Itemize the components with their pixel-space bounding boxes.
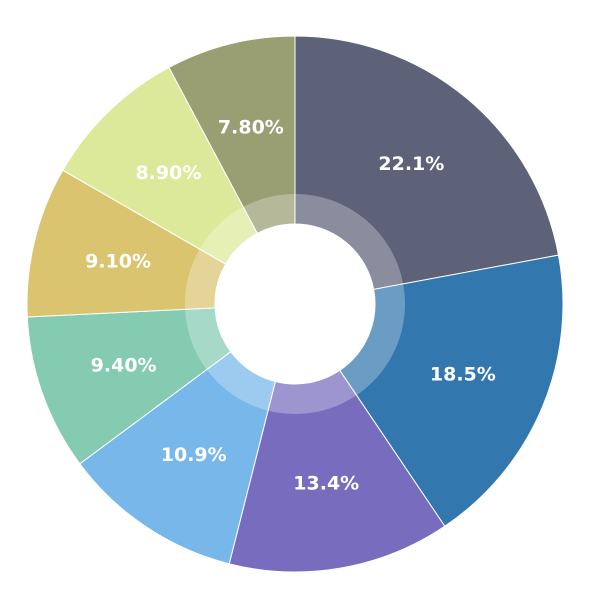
slice-data-label-5: 9.40% (91, 354, 157, 376)
slices-layer (26, 35, 564, 573)
labels-layer: 22.1% 18.5% 13.4% 10.9% 9.40% 9.10% 8.90% 7.80% (85, 116, 496, 494)
inner-ring-segment-8 (243, 194, 295, 234)
slice-data-label-2: 18.5% (430, 363, 496, 385)
slice-data-label-4: 10.9% (161, 444, 227, 466)
slice-data-label-8: 7.80% (218, 116, 284, 138)
slice-data-label-7: 8.90% (135, 162, 201, 184)
inner-ring-segment-5 (185, 307, 231, 370)
inner-ring-segment-1 (295, 194, 404, 290)
slice-data-label-3: 13.4% (293, 472, 359, 494)
inner-ring-segment-3 (268, 370, 357, 414)
inner-ring-segment-7 (199, 206, 258, 265)
slice-data-label-6: 9.10% (85, 250, 151, 272)
inner-ring-segment-6 (184, 249, 226, 310)
inner-ring-segment-4 (206, 351, 276, 411)
slice-data-label-1: 22.1% (378, 153, 444, 175)
inner-ring-layer (184, 194, 405, 414)
donut-center-hole (215, 224, 375, 384)
inner-ring-segment-2 (339, 283, 405, 396)
